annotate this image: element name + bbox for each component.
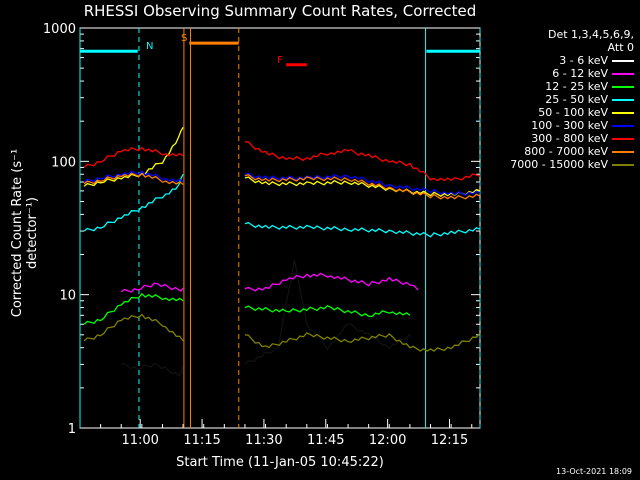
annotation-label: F <box>277 55 283 66</box>
x-axis-label: Start Time (11-Jan-05 10:45:22) <box>176 455 384 470</box>
legend-swatch <box>612 164 634 166</box>
timestamp: 13-Oct-2021 18:09 <box>556 467 632 476</box>
y-tick-label: 100 <box>51 155 76 170</box>
legend-label: 25 - 50 keV <box>545 93 608 106</box>
series-line-800-7000-kev <box>83 172 184 186</box>
y-tick-label: 1000 <box>43 22 76 37</box>
legend-swatch <box>612 138 634 140</box>
series-line-50-100-kev <box>244 176 481 197</box>
series-line-12-25-kev <box>83 292 184 325</box>
legend-swatch <box>612 86 634 88</box>
series-line-100-300-kev <box>83 170 184 183</box>
legend-header-line-1: Det 1,3,4,5,6,9, <box>547 28 634 41</box>
y-tick-label: 10 <box>59 289 76 304</box>
series-line-300-800-kev <box>83 146 184 168</box>
x-tick-label: 11:45 <box>307 433 344 448</box>
series-line-25-50-kev <box>244 221 481 238</box>
legend-label: 12 - 25 keV <box>545 80 608 93</box>
legend-label: 6 - 12 keV <box>552 67 608 80</box>
legend-label: 3 - 6 keV <box>559 54 608 67</box>
series-line-300-800-kev <box>244 141 481 182</box>
legend-swatch <box>612 99 634 101</box>
legend-item: 12 - 25 keV <box>510 80 634 93</box>
series-line-6-12-kev <box>244 272 419 292</box>
annotation-label: N <box>146 41 153 52</box>
chart-title: RHESSI Observing Summary Count Rates, Co… <box>83 2 477 20</box>
legend-swatch <box>612 73 634 75</box>
series-line-25-50-kev <box>83 174 184 232</box>
y-tick-label: 1 <box>68 422 76 437</box>
legend-item: 3 - 6 keV <box>510 54 634 67</box>
legend-swatch <box>612 151 634 153</box>
annotation-label: S <box>181 33 187 44</box>
legend-items: 3 - 6 keV 6 - 12 keV 12 - 25 keV 25 - 50 ke… <box>510 54 634 171</box>
series-line-3-6-kev <box>244 259 411 365</box>
series-line-7000-15000-kev <box>244 332 481 352</box>
x-tick-label: 11:30 <box>245 433 282 448</box>
legend-item: 50 - 100 keV <box>510 106 634 119</box>
legend: Det 1,3,4,5,6,9, Att 0 3 - 6 keV 6 - 12 k… <box>510 28 634 171</box>
legend-label: 50 - 100 keV <box>538 106 608 119</box>
series-line-100-300-kev <box>244 172 481 196</box>
x-tick-label: 11:00 <box>121 433 158 448</box>
legend-item: 300 - 800 keV <box>510 132 634 145</box>
x-tick-label: 11:15 <box>183 433 220 448</box>
x-tick-label: 12:00 <box>369 433 406 448</box>
series-line-800-7000-kev <box>244 173 481 200</box>
legend-item: 25 - 50 keV <box>510 93 634 106</box>
legend-header-line-2: Att 0 <box>607 41 634 54</box>
legend-label: 100 - 300 keV <box>531 119 608 132</box>
legend-item: 6 - 12 keV <box>510 67 634 80</box>
legend-swatch <box>612 112 634 114</box>
series-line-50-100-kev <box>83 126 184 187</box>
legend-item: 100 - 300 keV <box>510 119 634 132</box>
series-line-6-12-kev <box>120 282 184 293</box>
legend-item: 800 - 7000 keV <box>510 145 634 158</box>
legend-label: 7000 - 15000 keV <box>510 158 608 171</box>
series-line-12-25-kev <box>244 305 411 318</box>
legend-item: 7000 - 15000 keV <box>510 158 634 171</box>
legend-label: 300 - 800 keV <box>531 132 608 145</box>
legend-label: 800 - 7000 keV <box>524 145 608 158</box>
legend-swatch <box>612 125 634 127</box>
x-tick-label: 12:15 <box>431 433 468 448</box>
legend-swatch <box>612 60 634 62</box>
series-line-7000-15000-kev <box>83 313 184 342</box>
series-line-3-6-kev <box>121 362 184 377</box>
y-axis-label: Corrected Count Rate (s⁻¹ detector⁻¹) <box>10 148 40 318</box>
